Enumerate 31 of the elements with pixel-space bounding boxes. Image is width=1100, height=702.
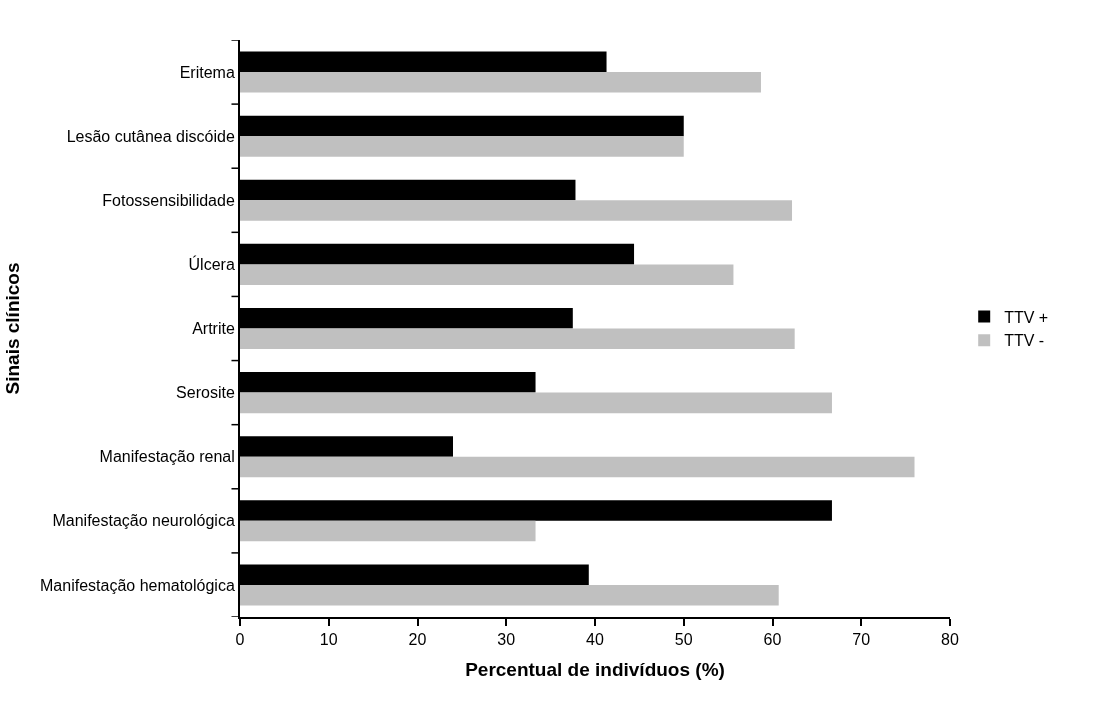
bar [240,328,795,350]
x-tick-label: 40 [586,631,604,649]
y-axis-title: Sinais clínicos [2,262,24,395]
bar [240,584,779,606]
legend-label: TTV + [1004,308,1049,326]
y-tick-label: Úlcera [188,254,235,273]
y-tick-label: Fotossensibilidade [102,191,235,209]
bar [240,520,536,542]
x-tick-label: 60 [763,631,782,649]
legend-label: TTV - [1004,332,1045,350]
bar [240,264,734,285]
bar [240,72,761,93]
x-tick-label: 0 [235,631,245,649]
x-axis-title: Percentual de indivíduos (%) [465,658,725,680]
y-tick-label: Serosite [176,384,235,402]
y-tick-label: Manifestação neurológica [52,512,235,530]
bar [240,392,832,414]
y-tick-label: Artrite [192,320,235,338]
bar [240,136,684,157]
y-tick-label: Eritema [179,63,235,81]
x-tick-label: 70 [852,631,871,649]
y-tick-label: Manifestação renal [99,448,235,466]
x-tick-label: 50 [674,631,693,649]
y-tick-label: Manifestação hematológica [40,576,235,594]
x-tick-label: 20 [408,631,427,649]
x-tick-label: 30 [497,631,516,649]
bar [240,456,915,478]
x-tick-label: 10 [319,631,338,649]
bar [240,200,793,221]
y-tick-label: Lesão cutânea discóide [66,127,235,145]
x-tick-label: 80 [941,631,959,649]
